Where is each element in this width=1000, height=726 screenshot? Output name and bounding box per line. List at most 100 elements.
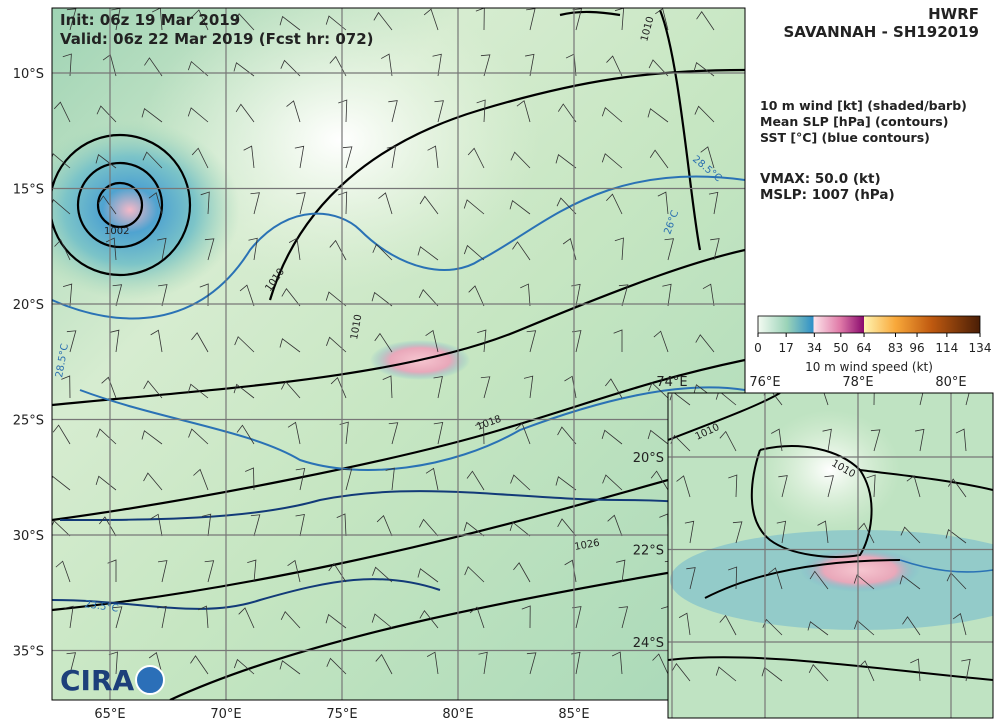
wind-barb — [239, 284, 255, 307]
valid-time: Valid: 06z 22 Mar 2019 (Fcst hr: 072) — [60, 30, 374, 48]
wind-barb — [686, 567, 696, 590]
wind-barb — [520, 283, 531, 307]
wind-barb — [762, 618, 783, 636]
wind-barb — [326, 336, 347, 353]
wind-barb — [778, 475, 788, 498]
lon-label: 80°E — [442, 707, 473, 722]
wind-barb — [372, 566, 393, 583]
wind-barb — [510, 151, 531, 169]
wind-barb — [342, 146, 353, 169]
wind-barb — [148, 652, 163, 675]
logo: CIRA — [60, 664, 165, 697]
wind-barb — [386, 145, 397, 169]
colorbar-tick-label: 17 — [779, 341, 794, 355]
wind-barb — [900, 526, 921, 544]
wind-barb — [66, 652, 77, 675]
colorbar — [757, 315, 981, 334]
wind-barb — [426, 651, 439, 675]
wind-barb — [648, 382, 669, 399]
wind-barb — [857, 522, 875, 544]
wind-barb — [419, 609, 439, 629]
wind-barb — [477, 329, 487, 353]
wind-barb — [66, 8, 77, 31]
wind-barb — [98, 195, 117, 215]
wind-barb — [601, 107, 623, 123]
contour-label: 1026 — [574, 538, 601, 553]
wind-barb — [250, 192, 260, 215]
wind-barb — [52, 198, 71, 215]
wind-barb — [702, 283, 715, 307]
wind-barb — [101, 376, 117, 399]
wind-barb — [647, 429, 669, 445]
wind-barb — [652, 653, 669, 675]
wind-barb — [187, 107, 209, 123]
contour-label: 1010 — [349, 314, 364, 341]
wind-barb — [342, 468, 353, 491]
wind-barb — [662, 283, 672, 307]
wind-barb — [509, 521, 531, 537]
wind-barb — [509, 200, 531, 215]
wind-barb — [650, 470, 669, 491]
wind-barb — [657, 191, 669, 215]
wind-barb — [853, 574, 875, 590]
wind-barb — [604, 378, 623, 399]
wind-barb — [296, 192, 306, 215]
wind-barb — [157, 237, 167, 261]
wind-barb — [417, 568, 439, 583]
wind-barb — [373, 11, 393, 31]
wind-barb — [376, 514, 393, 537]
wind-barb — [96, 105, 117, 123]
inset-lon-label: 80°E — [935, 375, 966, 390]
wind-barb — [434, 100, 444, 123]
wind-barb — [279, 338, 301, 353]
wind-barb — [112, 606, 123, 629]
wind-barb — [157, 605, 167, 629]
wind-barb — [425, 467, 439, 491]
lat-label: 30°S — [13, 529, 44, 544]
wind-barb — [555, 154, 577, 169]
wind-barb — [710, 238, 720, 261]
wind-barb — [858, 660, 875, 682]
inset-lon-label: 76°E — [749, 375, 780, 390]
wind-barb — [719, 614, 737, 636]
wind-barb — [187, 383, 209, 399]
wind-barb — [676, 475, 691, 498]
wind-barb — [606, 193, 623, 215]
lat-label: 20°S — [13, 298, 44, 313]
wind-barb — [564, 375, 577, 399]
wind-barb — [684, 520, 695, 544]
wind-barb — [475, 421, 485, 445]
lat-label: 35°S — [13, 645, 44, 660]
wind-barb — [870, 429, 881, 452]
wind-barb — [233, 383, 255, 399]
wind-barb — [192, 9, 209, 31]
wind-barb — [96, 428, 117, 445]
wind-barb — [234, 336, 255, 353]
wind-barb — [144, 57, 163, 77]
wind-barb — [468, 285, 485, 307]
wind-barb — [523, 375, 534, 399]
wind-barb — [728, 474, 738, 498]
wind-barb — [866, 474, 876, 498]
wind-barb — [286, 100, 301, 123]
wind-barb — [601, 429, 623, 445]
wind-barb — [53, 101, 71, 123]
storm-name: SAVANNAH - SH192019 — [783, 23, 979, 41]
wind-barb — [432, 53, 442, 77]
wind-barb — [287, 421, 301, 445]
wind-barb — [233, 658, 255, 675]
wind-barb — [618, 606, 629, 629]
wind-barb — [526, 330, 537, 353]
wind-barb — [647, 108, 669, 123]
inset-lon-label: 74°E — [656, 375, 687, 390]
wind-barb — [728, 566, 738, 590]
legend-line: SST [°C] (blue contours) — [760, 130, 930, 145]
wind-barb — [279, 660, 301, 675]
wind-barb — [143, 380, 163, 399]
wind-barb — [906, 475, 921, 498]
wind-barb — [715, 666, 737, 682]
wind-barb — [961, 658, 971, 682]
wind-barb — [295, 468, 306, 491]
wind-barb — [61, 375, 71, 399]
inset-lat-label: 20°S — [633, 451, 664, 466]
